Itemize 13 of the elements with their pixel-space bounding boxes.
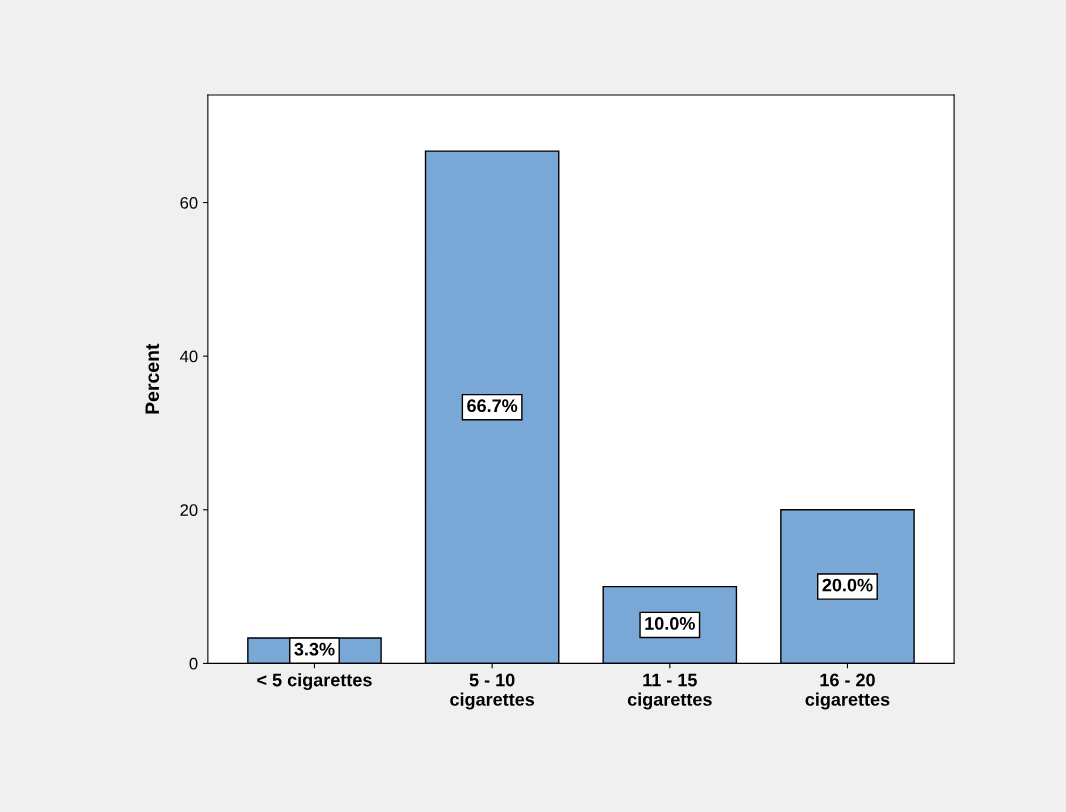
y-tick-label: 60 — [180, 196, 198, 209]
y-tick-label: 0 — [189, 657, 198, 670]
y-axis-title: Percent — [145, 343, 160, 414]
y-tick-label: 40 — [179, 350, 198, 363]
data-label: 66.7% — [467, 399, 518, 413]
data-label: 20.0% — [822, 578, 873, 592]
x-tick-label: 11 - 15 cigarettes — [627, 673, 712, 710]
y-tick-label: 20 — [180, 504, 198, 516]
x-tick-label: 5 - 10 cigarettes — [450, 673, 535, 710]
data-label: 10.0% — [645, 617, 695, 630]
data-label: 3.3% — [294, 642, 335, 656]
x-tick-label: 16 - 20 cigarettes — [805, 673, 890, 710]
x-tick-label: < 5 cigarettes — [257, 673, 372, 691]
